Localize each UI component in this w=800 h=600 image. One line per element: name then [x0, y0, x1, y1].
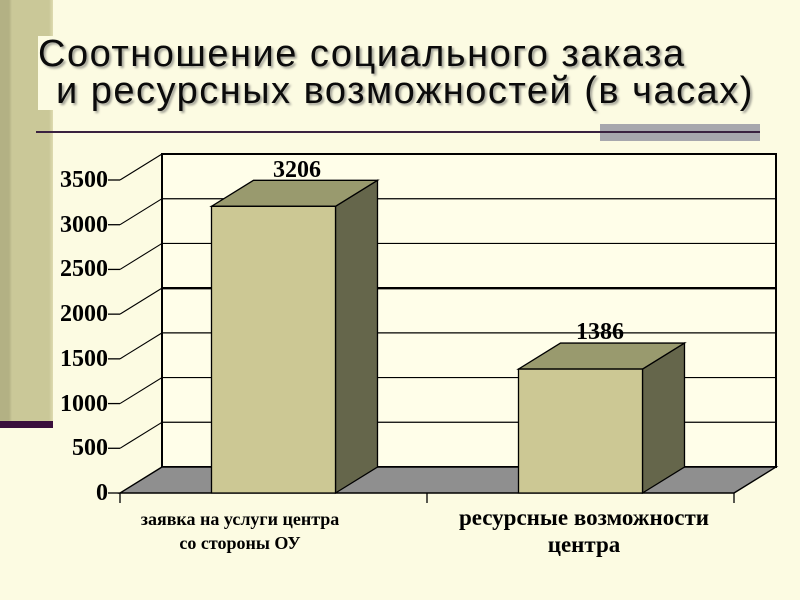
- bar-value-label: 3206: [273, 157, 321, 183]
- category-label-line: заявка на услуги центра: [140, 509, 340, 529]
- y-axis-tick-label: 3000: [60, 211, 108, 238]
- side-wall-gridline: [119, 242, 163, 270]
- y-axis-tick-label: 3500: [60, 167, 108, 193]
- title-underline: [36, 131, 760, 133]
- y-axis-tick-label: 1500: [60, 345, 108, 372]
- bar-front-face: [210, 205, 337, 494]
- side-wall-gridline: [119, 421, 163, 449]
- bar-value-label: 1386: [576, 319, 624, 345]
- category-label-line: ресурсные возможности: [458, 505, 709, 530]
- sidebar-accent-band: [0, 421, 53, 428]
- side-wall-gridline: [119, 377, 163, 405]
- category-label: заявка на услуги центра со стороны ОУ: [90, 507, 390, 555]
- side-wall-gridline: [119, 332, 163, 360]
- y-axis-tick-label: 0: [96, 480, 108, 506]
- category-label: ресурсные возможности центра: [434, 504, 734, 558]
- y-axis-tick-label: 500: [72, 435, 108, 462]
- slide-title: Соотношение социального заказа и ресурсн…: [38, 33, 772, 112]
- side-wall-gridline: [119, 287, 163, 315]
- title-line-1: Соотношение социального заказа: [38, 33, 686, 75]
- bar-front-face: [517, 368, 644, 494]
- y-axis-tick-label: 2500: [60, 256, 108, 283]
- title-line-2: и ресурсных возможностей (в часах): [56, 70, 754, 112]
- side-wall-gridline: [119, 153, 163, 181]
- side-wall-gridline: [119, 198, 163, 226]
- category-label-line: со стороны ОУ: [179, 533, 301, 553]
- bar-side-face: [334, 179, 379, 495]
- y-axis-tick-label: 1000: [60, 390, 108, 417]
- category-label-line: центра: [547, 532, 621, 557]
- y-axis-tick-label: 2000: [60, 301, 108, 328]
